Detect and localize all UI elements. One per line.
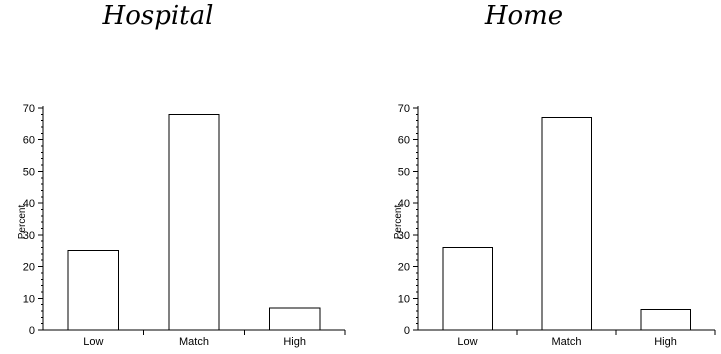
hospital-x-tick-label: Low — [83, 336, 103, 348]
home-chart-panel: Home Percent 0 10 20 30 40 50 60 70 Low Match High — [393, 1, 716, 348]
home-x-tick-label: Match — [552, 336, 582, 348]
home-x-tick-label: Low — [457, 336, 477, 348]
home-x-tick-label: High — [654, 336, 677, 348]
hospital-y-tick-label: 20 — [23, 262, 35, 274]
hospital-x-tick-label: High — [283, 336, 306, 348]
hospital-y-tick-label: 50 — [23, 166, 35, 178]
home-chart-title: Home — [484, 1, 563, 31]
home-y-axis-label: Percent — [393, 205, 404, 240]
hospital-y-tick-label: 40 — [23, 198, 35, 210]
hospital-bar-match — [168, 113, 220, 331]
hospital-chart-title: Hospital — [102, 1, 214, 31]
hospital-y-axis-label: Percent — [17, 205, 28, 240]
hospital-x-tick-label: Match — [179, 336, 209, 348]
hospital-y-tick-label: 30 — [23, 230, 35, 242]
home-y-tick-label: 40 — [398, 198, 410, 210]
home-bar-low — [442, 247, 493, 331]
hospital-y-tick-label: 0 — [29, 325, 35, 337]
home-y-tick-label: 60 — [398, 135, 410, 147]
hospital-bar-high — [269, 307, 321, 331]
hospital-chart-panel: Hospital Percent 0 10 20 30 40 50 60 70 Low Match… — [17, 1, 346, 348]
home-y-tick-label: 50 — [398, 166, 410, 178]
home-bar-high — [640, 308, 691, 331]
home-bar-match — [541, 117, 592, 331]
home-y-tick-label: 0 — [404, 325, 410, 337]
home-y-tick-label: 10 — [398, 293, 410, 305]
hospital-bar-low — [67, 250, 119, 331]
hospital-y-tick-label: 60 — [23, 135, 35, 147]
home-y-tick-label: 20 — [398, 262, 410, 274]
home-y-tick-label: 70 — [398, 103, 410, 115]
home-y-tick-label: 30 — [398, 230, 410, 242]
hospital-y-tick-label: 10 — [23, 293, 35, 305]
hospital-y-tick-label: 70 — [23, 103, 35, 115]
